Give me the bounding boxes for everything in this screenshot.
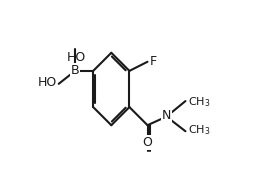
- Text: HO: HO: [38, 77, 57, 90]
- Text: CH$_3$: CH$_3$: [188, 124, 210, 137]
- Text: B: B: [71, 64, 79, 77]
- Text: HO: HO: [66, 51, 86, 64]
- Text: O: O: [143, 136, 152, 149]
- Text: CH$_3$: CH$_3$: [188, 95, 210, 109]
- Text: F: F: [150, 55, 157, 68]
- Text: N: N: [162, 109, 171, 122]
